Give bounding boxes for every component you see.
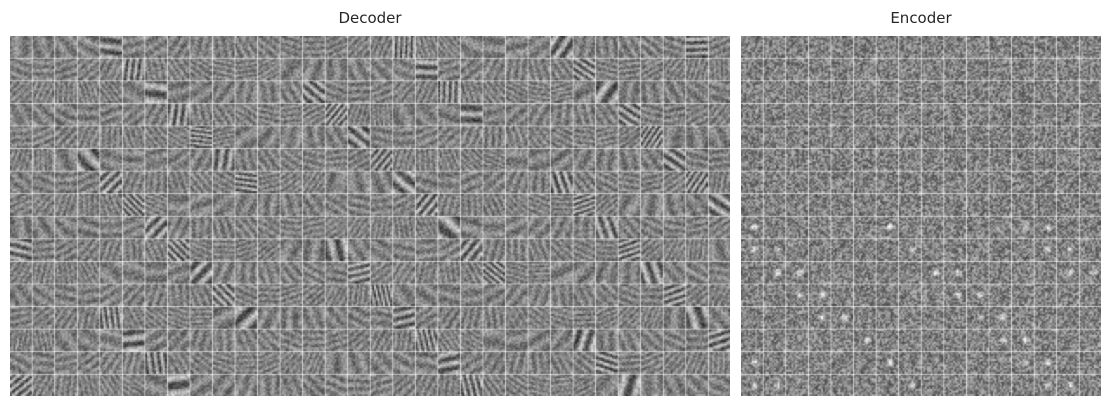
encoder-filter-grid (741, 36, 1101, 396)
decoder-filter-grid (10, 36, 730, 396)
decoder-title: Decoder (338, 9, 402, 27)
encoder-title: Encoder (890, 9, 952, 27)
